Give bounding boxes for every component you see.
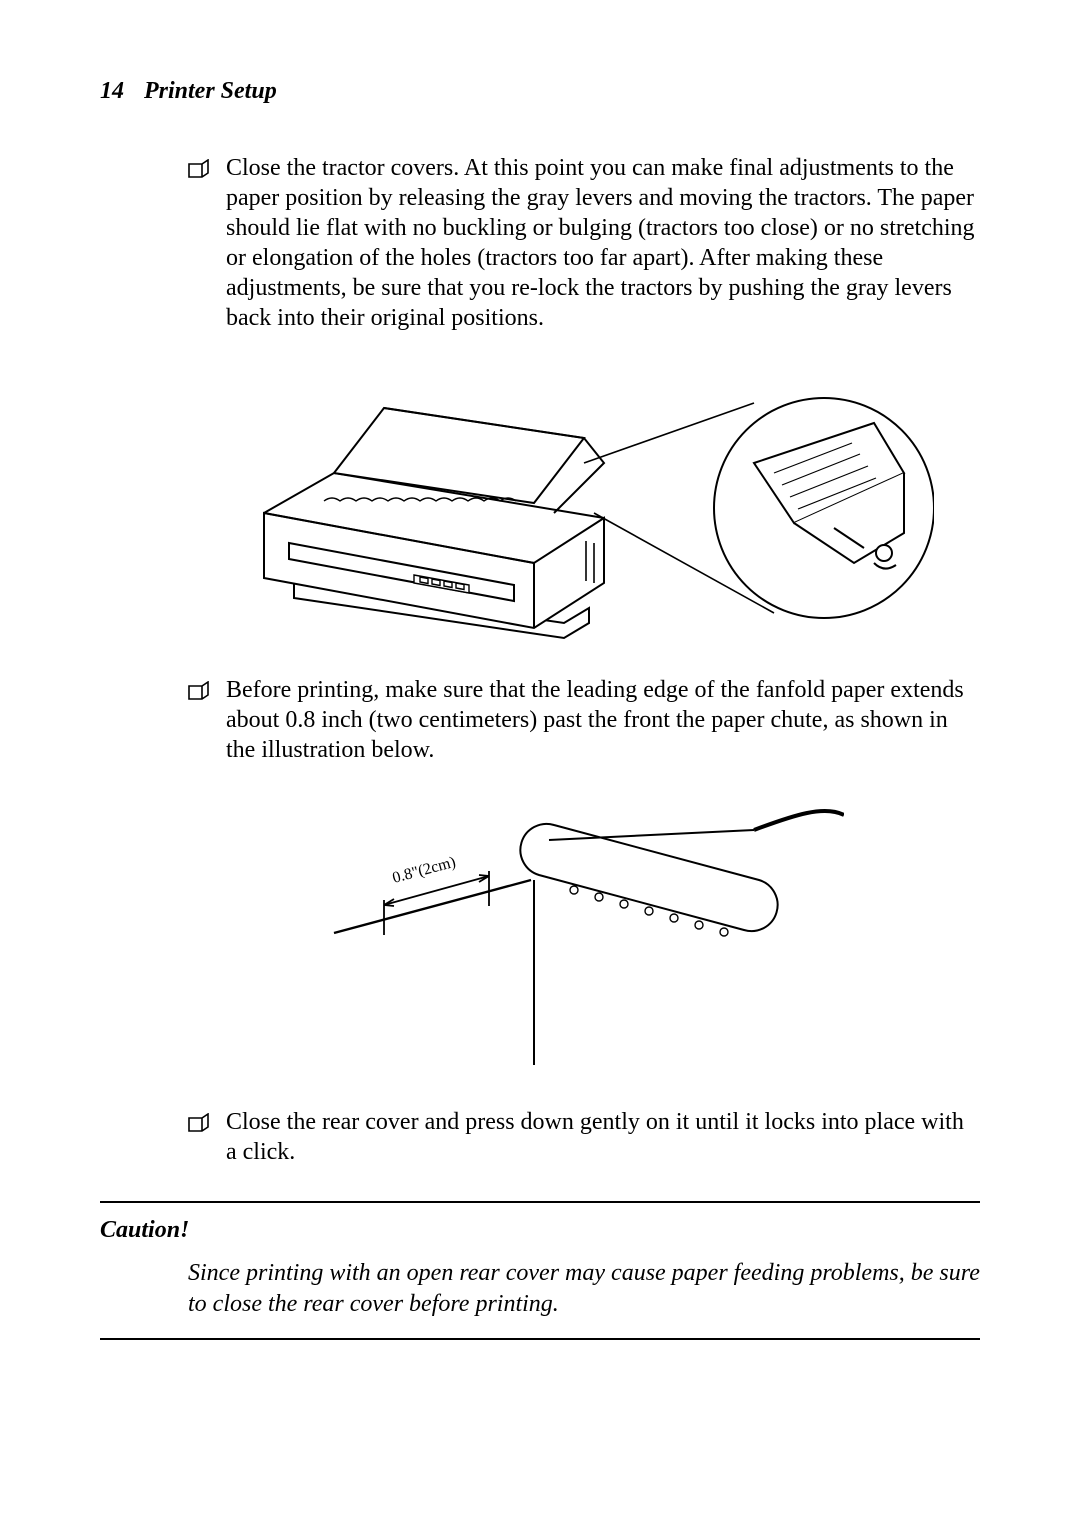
bullet-item: Close the rear cover and press down gent…	[188, 1107, 980, 1167]
checkbox-icon	[188, 159, 210, 333]
bullet-item: Close the tractor covers. At this point …	[188, 153, 980, 333]
dimension-label: 0.8"(2cm)	[391, 854, 458, 887]
caution-block: Caution! Since printing with an open rea…	[100, 1201, 980, 1340]
page-content: Close the tractor covers. At this point …	[100, 153, 980, 1167]
section-title: Printer Setup	[144, 78, 277, 105]
figure-printer	[188, 353, 980, 643]
bullet-text: Close the tractor covers. At this point …	[226, 153, 980, 333]
caution-text: Since printing with an open rear cover m…	[100, 1258, 980, 1320]
caution-label: Caution!	[100, 1217, 980, 1244]
bullet-text: Before printing, make sure that the lead…	[226, 675, 980, 765]
checkbox-icon	[188, 1113, 210, 1167]
checkbox-icon	[188, 681, 210, 765]
page-number: 14	[100, 78, 124, 105]
figure-paper-extent: 0.8"(2cm)	[188, 785, 980, 1075]
bullet-item: Before printing, make sure that the lead…	[188, 675, 980, 765]
bullet-text: Close the rear cover and press down gent…	[226, 1107, 980, 1167]
page-header: 14 Printer Setup	[100, 78, 980, 105]
